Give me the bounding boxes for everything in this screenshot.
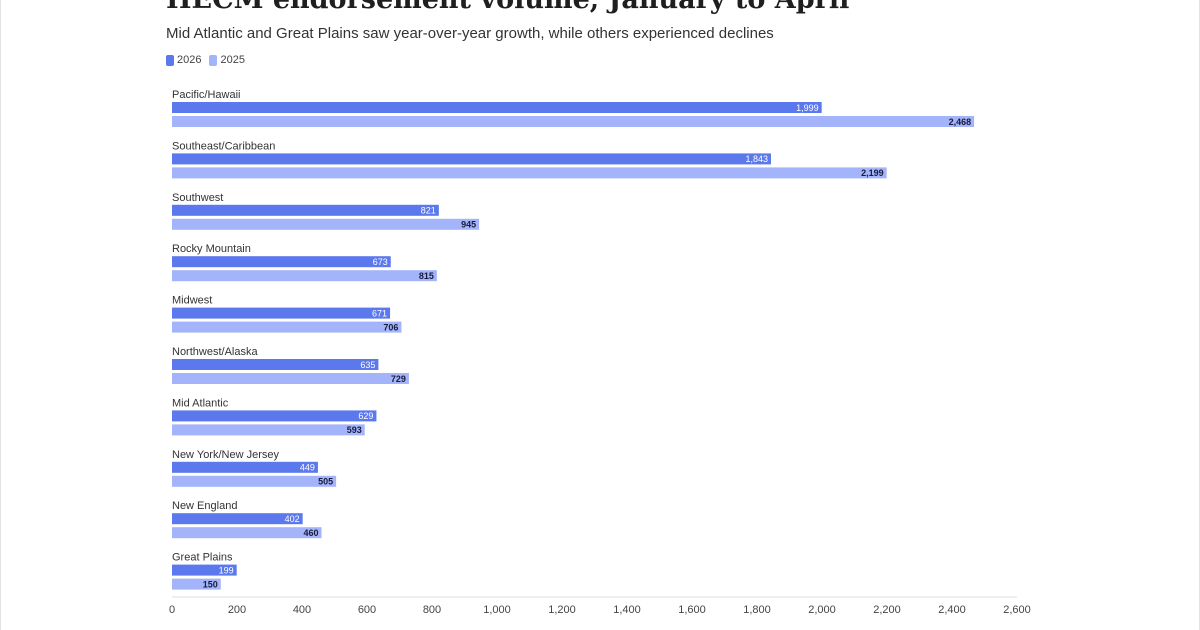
data-label-2025-midwest: 706: [383, 322, 398, 332]
data-label-2026-pacific-hawaii: 1,999: [796, 103, 819, 113]
legend-label-2026: 2026: [177, 54, 202, 66]
category-label-midwest: Midwest: [172, 295, 212, 307]
data-label-2025-southwest: 945: [461, 220, 476, 230]
bar-2026-southwest[interactable]: [172, 204, 439, 216]
x-tick-label: 2,200: [873, 604, 901, 616]
x-tick-label: 1,600: [678, 604, 706, 616]
data-label-2025-pacific-hawaii: 2,468: [949, 117, 972, 127]
data-label-2025-northwest-alaska: 729: [391, 374, 406, 384]
x-tick-label: 2,600: [1003, 604, 1031, 616]
category-label-mid-atlantic: Mid Atlantic: [172, 397, 229, 409]
chart-legend: 2026 2025: [166, 54, 253, 66]
bar-2026-great-plains[interactable]: [172, 564, 237, 576]
x-tick-label: 400: [293, 604, 311, 616]
data-label-2026-new-england: 402: [285, 514, 300, 524]
x-tick-label: 0: [169, 604, 175, 616]
bar-2025-great-plains[interactable]: [172, 578, 221, 590]
bar-2026-northwest-alaska[interactable]: [172, 359, 379, 370]
bar-2025-southeast-caribbean[interactable]: [172, 167, 887, 179]
bar-2026-pacific-hawaii[interactable]: [172, 102, 822, 113]
legend-swatch-2025: [209, 54, 218, 66]
bar-2026-new-york-new-jersey[interactable]: [172, 461, 318, 473]
data-label-2025-mid-atlantic: 593: [347, 425, 362, 435]
data-label-2025-new-york-new-jersey: 505: [318, 477, 333, 487]
data-label-2026-rocky-mountain: 673: [373, 257, 388, 267]
bar-2025-rocky-mountain[interactable]: [172, 270, 437, 282]
category-label-new-england: New England: [172, 500, 237, 512]
data-label-2026-mid-atlantic: 629: [358, 411, 373, 421]
data-label-2025-new-england: 460: [303, 528, 318, 538]
data-label-2026-southwest: 821: [421, 206, 436, 216]
bar-2025-midwest[interactable]: [172, 321, 402, 333]
bar-2025-new-england[interactable]: [172, 527, 322, 539]
data-label-2026-new-york-new-jersey: 449: [300, 463, 315, 473]
chart-subtitle: Mid Atlantic and Great Plains saw year-o…: [166, 25, 774, 42]
category-label-pacific-hawaii: Pacific/Hawaii: [172, 89, 240, 101]
data-label-2025-southeast-caribbean: 2,199: [861, 168, 884, 178]
bar-2025-mid-atlantic[interactable]: [172, 424, 365, 436]
bar-2026-rocky-mountain[interactable]: [172, 256, 391, 268]
category-label-southwest: Southwest: [172, 192, 223, 204]
x-tick-label: 1,000: [483, 604, 511, 616]
legend-swatch-2026: [166, 54, 174, 66]
x-tick-label: 1,400: [613, 604, 641, 616]
category-label-great-plains: Great Plains: [172, 552, 233, 564]
bar-2025-northwest-alaska[interactable]: [172, 373, 409, 384]
bar-2026-mid-atlantic[interactable]: [172, 410, 377, 422]
category-label-rocky-mountain: Rocky Mountain: [172, 243, 251, 255]
data-label-2026-southeast-caribbean: 1,843: [745, 154, 768, 164]
bar-2025-new-york-new-jersey[interactable]: [172, 475, 337, 487]
legend-item-2025[interactable]: 2025: [209, 54, 245, 66]
x-tick-label: 2,000: [808, 604, 836, 616]
x-tick-label: 2,400: [938, 604, 966, 616]
x-tick-label: 600: [358, 604, 376, 616]
x-tick-label: 200: [228, 604, 246, 616]
bar-2025-pacific-hawaii[interactable]: [172, 116, 975, 127]
bar-2025-southwest[interactable]: [172, 218, 480, 230]
bar-2026-midwest[interactable]: [172, 307, 391, 319]
data-label-2026-midwest: 671: [372, 308, 387, 318]
chart-title: HECM endorsement volume, January to Apri…: [166, 0, 849, 15]
x-tick-label: 1,200: [548, 604, 576, 616]
category-label-northwest-alaska: Northwest/Alaska: [172, 346, 258, 358]
x-tick-label: 800: [423, 604, 441, 616]
data-label-2025-great-plains: 150: [203, 579, 218, 589]
legend-label-2025: 2025: [220, 54, 245, 66]
legend-item-2026[interactable]: 2026: [166, 54, 201, 66]
data-label-2025-rocky-mountain: 815: [419, 271, 434, 281]
data-label-2026-northwest-alaska: 635: [360, 360, 375, 370]
page-border-left: [0, 0, 1, 630]
category-label-southeast-caribbean: Southeast/Caribbean: [172, 140, 275, 152]
data-label-2026-great-plains: 199: [219, 565, 234, 575]
x-tick-label: 1,800: [743, 604, 771, 616]
category-label-new-york-new-jersey: New York/New Jersey: [172, 449, 279, 461]
bar-2026-new-england[interactable]: [172, 513, 303, 525]
bar-2026-southeast-caribbean[interactable]: [172, 153, 771, 165]
